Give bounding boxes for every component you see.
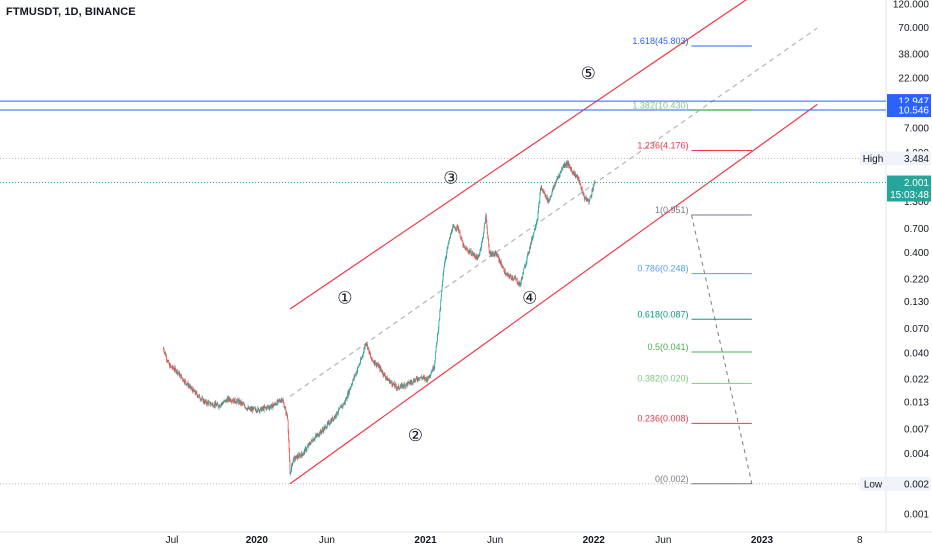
wave-label: ⑤ [581, 64, 596, 83]
candle-body [460, 232, 461, 238]
wave-label: ④ [522, 289, 537, 308]
y-tick-label: 0.130 [904, 297, 929, 308]
fib-level-label: 1.236(4.176) [637, 140, 688, 150]
candle-body [339, 408, 340, 409]
y-tick-label: 0.700 [904, 224, 929, 235]
wave-label: ② [408, 426, 423, 445]
candle-body [569, 165, 570, 167]
fib-level-label: 1.382(10.430) [632, 101, 688, 111]
candle-body [492, 253, 493, 256]
candle-body [391, 381, 392, 383]
candle-body [539, 194, 540, 202]
candle-body [523, 269, 524, 273]
candle-body [440, 301, 441, 308]
candle-body [593, 187, 594, 191]
candle-body [441, 296, 442, 301]
plot-area [0, 0, 886, 484]
candle-body [441, 291, 442, 296]
low-tag-label: Low [864, 479, 883, 490]
y-tick-label: 0.070 [904, 324, 929, 335]
candle-body [533, 233, 534, 234]
candle-body [445, 262, 446, 264]
candle-body [439, 311, 440, 318]
candle-body [567, 163, 568, 166]
x-tick-label: 2023 [751, 535, 774, 546]
fib-level-label: 1(0.951) [655, 205, 689, 215]
y-tick-label: 0.022 [904, 375, 929, 386]
fib-level-label: 0.382(0.020) [637, 373, 688, 383]
wave-label: ③ [443, 168, 458, 187]
candle-body [435, 359, 436, 363]
y-tick-label: 0.220 [904, 274, 929, 285]
candle-body [524, 267, 525, 269]
y-tick-label: 22.000 [898, 73, 929, 84]
y-tick-label: 7.000 [904, 123, 929, 134]
x-tick-label: 2022 [583, 535, 606, 546]
candle-body [551, 196, 552, 197]
y-tick-label: 0.400 [904, 248, 929, 259]
candle-body [521, 278, 522, 281]
low-value-label: 0.002 [904, 479, 929, 490]
fib-level-label: 0.236(0.008) [637, 413, 688, 423]
countdown-label: 15:03:48 [890, 190, 929, 201]
blue-level-label: 10.546 [898, 106, 929, 117]
candle-body [185, 381, 186, 383]
fib-trend-line [691, 215, 751, 484]
candle-body [381, 370, 382, 371]
fib-level-label: 0.786(0.248) [637, 264, 688, 274]
candle-body [594, 182, 595, 186]
y-tick-label: 0.040 [904, 349, 929, 360]
candle-body [181, 375, 182, 377]
high-value-label: 3.484 [904, 154, 929, 165]
fib-level-label: 0.5(0.041) [647, 342, 688, 352]
y-tick-label: 120.000 [893, 0, 930, 11]
x-tick-label: Jun [319, 535, 335, 546]
fib-level-label: 1.618(45.803) [632, 36, 688, 46]
y-tick-label: 0.001 [904, 510, 929, 521]
candle-body [512, 277, 513, 279]
x-tick-label: Jun [655, 535, 671, 546]
candle-body [307, 447, 308, 449]
fib-level-label: 0(0.002) [655, 474, 689, 484]
candle-body [545, 194, 546, 197]
high-tag-label: High [863, 154, 884, 165]
candle-body [452, 230, 453, 231]
candle-body [450, 234, 451, 238]
wave-label: ① [337, 289, 352, 308]
candle-body [302, 453, 303, 455]
last-price-label: 2.001 [904, 178, 929, 189]
candle-body [504, 267, 505, 271]
x-tick-label: 2021 [414, 535, 437, 546]
y-tick-label: 0.004 [904, 449, 929, 460]
candle-body [439, 320, 440, 327]
y-tick-label: 0.007 [904, 425, 929, 436]
candle-body [431, 373, 432, 375]
y-tick-label: 38.000 [898, 50, 929, 61]
x-tick-label: 8 [857, 535, 863, 546]
candle-body [435, 352, 436, 358]
candle-body [295, 458, 296, 459]
y-tick-label: 0.013 [904, 398, 929, 409]
candle-body [511, 276, 512, 278]
candle-body [595, 181, 596, 182]
y-tick-label: 70.000 [898, 23, 929, 34]
candles [163, 160, 596, 476]
channel-lower-line [290, 104, 817, 483]
x-tick-label: Jun [487, 535, 503, 546]
candle-body [400, 387, 401, 389]
x-tick-label: 2020 [246, 535, 269, 546]
x-tick-label: Jul [166, 535, 179, 546]
channel-mid-line [290, 28, 817, 396]
candle-body [303, 455, 304, 456]
candle-body [458, 229, 459, 232]
fib-level-label: 0.618(0.087) [637, 309, 688, 319]
candle-body [582, 189, 583, 193]
